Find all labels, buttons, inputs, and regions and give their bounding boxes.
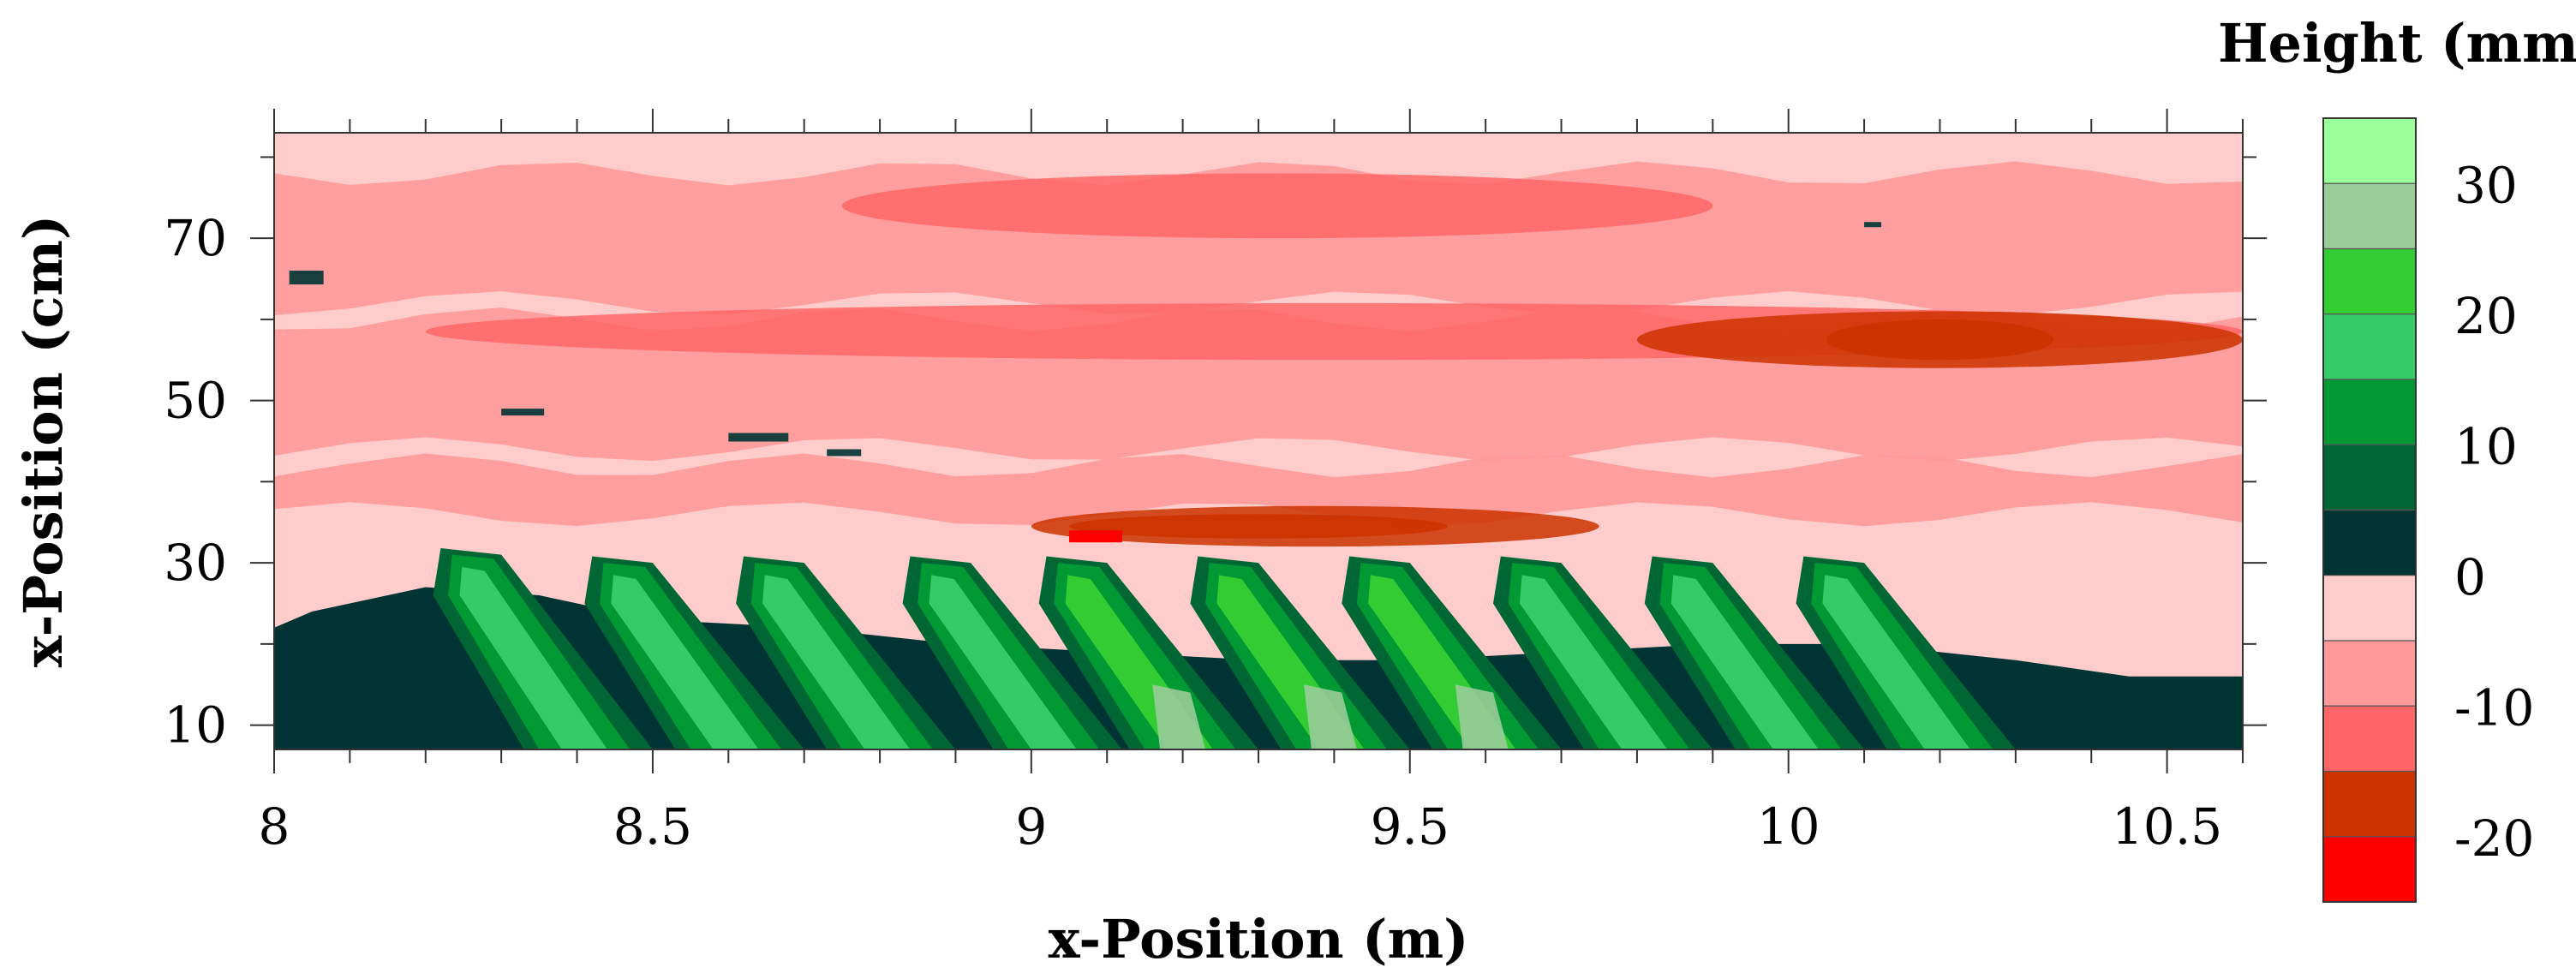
colorbar-swatch [2322,640,2417,707]
x-tick-label: 10.5 [2112,797,2222,856]
x-tick-label: 10 [1757,797,1820,856]
colorbar-title: Height (mm) [2218,12,2576,75]
colorbar-swatch [2322,248,2417,315]
colorbar-swatch [2322,575,2417,642]
trough-core [1069,514,1448,539]
ripple-core [1671,575,1820,749]
x-tick-label: 9.5 [1371,797,1449,856]
ripple-core [762,575,911,749]
ripple-ridge [1644,556,1865,749]
x-axis-title: x-Position (m) [1049,908,1469,970]
colorbar-swatch [2322,313,2417,380]
x-tick-label: 8 [259,797,290,856]
ripple-ridge [584,556,804,749]
deep-spot [1069,530,1122,543]
colorbar-tick-label: -20 [2454,809,2534,868]
ripple-ridge [1796,556,2016,749]
colorbar-tick-label: 30 [2454,156,2518,214]
height-band [274,161,2243,315]
speck [501,409,545,416]
speck [289,271,324,285]
colorbar-tick-label: 20 [2454,287,2518,345]
height-band [274,453,2243,527]
speck [1864,222,1882,228]
y-axis: 10 30 50 70 [164,156,2267,755]
ripple-ridge [1038,556,1258,749]
speck [827,449,862,457]
x-tick-label: 8.5 [613,797,692,856]
ripple-peak [1152,684,1206,749]
ripple-core [929,575,1077,749]
colorbar-swatch [2322,509,2417,576]
colorbar-frame [2322,117,2417,903]
y-tick-label: 10 [164,696,227,755]
ripple-core [1822,575,1970,749]
colorbar-tick-label: -10 [2454,678,2534,737]
speck [728,433,789,442]
ripple-ridge [433,548,653,749]
trough-core [1826,319,2054,361]
y-tick-label: 70 [164,209,227,267]
colorbar-swatch [2322,444,2417,511]
ripple-ridge [902,556,1122,749]
x-axis: 8 8.5 9 9.5 10 10.5 [259,109,2244,856]
y-tick-label: 50 [164,372,227,430]
colorbar-swatch [2322,836,2417,903]
y-tick-label: 30 [164,534,227,592]
ripple-peak [1455,684,1509,749]
x-tick-label: 9 [1015,797,1047,856]
colorbar-swatch [2322,117,2417,184]
colorbar-swatch [2322,379,2417,445]
colorbar-swatch [2322,182,2417,250]
trough-band [841,173,1713,239]
ripple-peak [1304,684,1357,749]
colorbar-swatch [2322,705,2417,773]
plot-area [274,133,2243,749]
ripple-core [1519,575,1668,749]
ripple-ridge [1342,556,1562,749]
ripple-ridge [1190,556,1410,749]
ripple-core [611,575,759,749]
colorbar-tick-label: 0 [2454,548,2486,606]
colorbar: 30 20 10 0 -10 -20 [2322,117,2534,903]
colorbar-swatch [2322,770,2417,838]
ripple-core [459,566,607,749]
y-axis-title: x-Position (cm) [12,215,75,668]
colorbar-tick-label: 10 [2454,417,2518,475]
ripple-ridge [736,556,956,749]
ripple-ridge [1492,556,1713,749]
